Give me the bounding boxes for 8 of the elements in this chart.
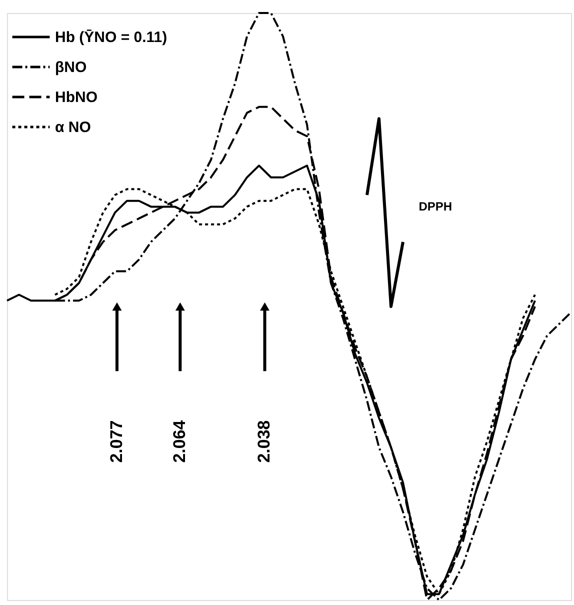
annotation: DPPH	[418, 200, 452, 214]
annotation: 2.077	[106, 420, 126, 463]
annotation: 2.064	[170, 420, 190, 463]
legend-label: βNO	[55, 59, 87, 76]
legend-label: α NO	[55, 119, 92, 136]
legend-label: Hb (ȲNO = 0.11)	[55, 29, 168, 46]
annotation: 2.038	[254, 420, 274, 463]
legend-label: HbNO	[55, 89, 98, 106]
